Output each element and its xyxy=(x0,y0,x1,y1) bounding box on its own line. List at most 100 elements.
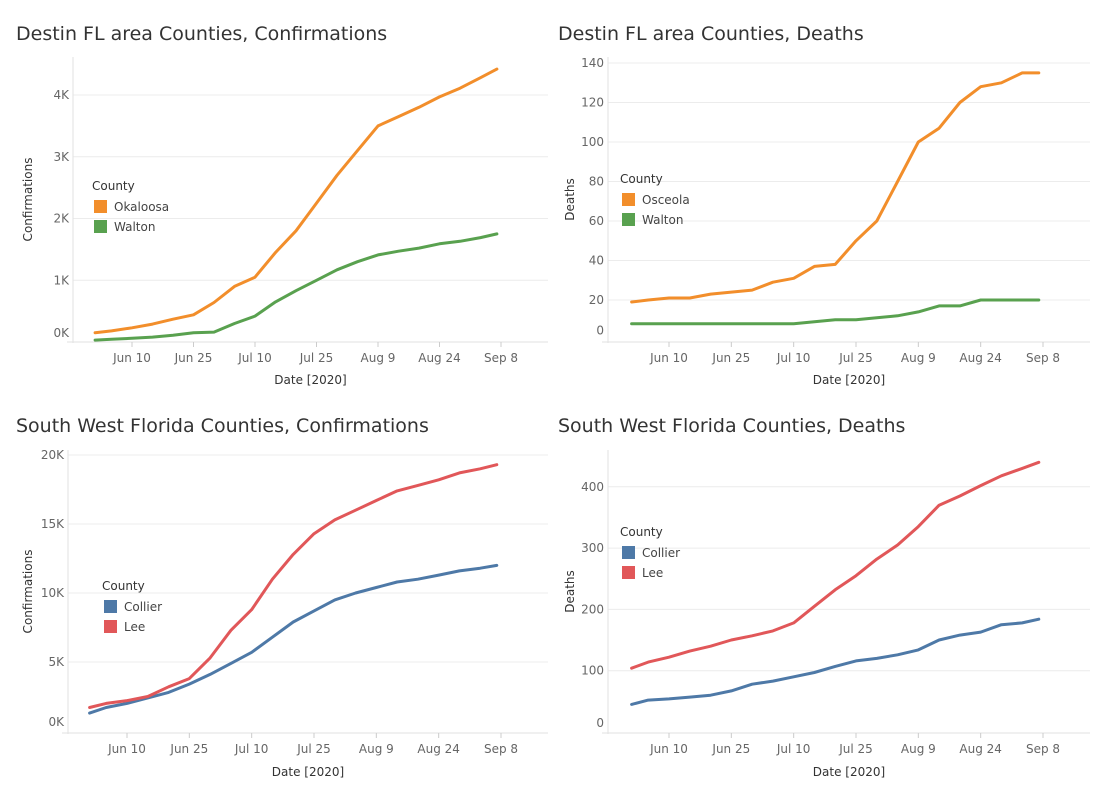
legend-title: County xyxy=(620,172,663,186)
x-tick-label: Jul 25 xyxy=(299,351,334,365)
x-tick-label: Jul 10 xyxy=(237,351,272,365)
x-tick-label: Jun 25 xyxy=(711,742,750,756)
series-line-walton xyxy=(630,298,1041,326)
y-tick-label: 120 xyxy=(581,96,604,110)
x-tick-label: Jun 10 xyxy=(112,351,151,365)
chart-title: South West Florida Counties, Deaths xyxy=(558,415,905,437)
x-tick-label: Sep 8 xyxy=(1026,351,1060,365)
legend-swatch xyxy=(94,220,107,233)
series-line-osceola xyxy=(630,71,1041,304)
x-tick-label: Jun 25 xyxy=(169,742,208,756)
y-tick-label: 60 xyxy=(589,214,604,228)
x-tick-label: Jul 10 xyxy=(776,351,811,365)
y-tick-label: 0 xyxy=(596,716,604,730)
x-tick-label: Aug 9 xyxy=(901,351,936,365)
y-tick-label: 140 xyxy=(581,56,604,70)
legend: County Osceola Walton xyxy=(620,172,690,227)
y-tick-label: 400 xyxy=(581,480,604,494)
y-tick-label: 10K xyxy=(41,586,65,600)
x-tick-label: Jul 25 xyxy=(296,742,331,756)
x-tick-label: Jul 10 xyxy=(234,742,269,756)
x-tick-label: Aug 24 xyxy=(959,742,1002,756)
y-axis-title: Confirmations xyxy=(21,550,35,634)
legend-item: Lee xyxy=(124,620,145,634)
series-line-walton xyxy=(93,232,499,342)
x-tick-label: Sep 8 xyxy=(1026,742,1060,756)
series-line-okaloosa xyxy=(93,67,499,335)
legend-swatch xyxy=(94,200,107,213)
x-tick-label: Aug 9 xyxy=(901,742,936,756)
x-tick-label: Jun 10 xyxy=(107,742,146,756)
chart-panel: South West Florida Counties, Deaths 0 100 2… xyxy=(558,415,1090,779)
legend-title: County xyxy=(92,179,135,193)
chart-title: South West Florida Counties, Confirmatio… xyxy=(16,415,429,437)
x-tick-label: Jun 10 xyxy=(649,351,688,365)
series-line-lee xyxy=(630,460,1041,670)
x-tick-label: Sep 8 xyxy=(484,742,518,756)
y-axis-title: Confirmations xyxy=(21,158,35,242)
y-tick-label: 40 xyxy=(589,254,604,268)
y-tick-label: 20 xyxy=(589,293,604,307)
x-axis-title: Date [2020] xyxy=(272,765,344,779)
legend: County Okaloosa Walton xyxy=(92,179,169,234)
x-tick-label: Sep 8 xyxy=(484,351,518,365)
y-axis-title: Deaths xyxy=(563,178,577,221)
x-tick-label: Jun 10 xyxy=(649,742,688,756)
x-tick-label: Aug 24 xyxy=(418,351,461,365)
y-tick-label: 200 xyxy=(581,602,604,616)
y-tick-label: 0K xyxy=(53,326,70,340)
x-tick-label: Aug 24 xyxy=(417,742,460,756)
legend-item: Collier xyxy=(642,546,680,560)
y-tick-label: 5K xyxy=(48,655,65,669)
x-tick-label: Jun 25 xyxy=(711,351,750,365)
legend-swatch xyxy=(104,600,117,613)
y-tick-label: 3K xyxy=(53,150,70,164)
y-tick-label: 1K xyxy=(53,273,70,287)
legend-item: Lee xyxy=(642,566,663,580)
y-tick-label: 20K xyxy=(41,448,65,462)
series-line-collier xyxy=(630,617,1041,706)
legend-title: County xyxy=(620,525,663,539)
x-tick-label: Jul 10 xyxy=(776,742,811,756)
legend-swatch xyxy=(622,546,635,559)
legend-item: Osceola xyxy=(642,193,690,207)
legend-swatch xyxy=(104,620,117,633)
x-tick-label: Aug 24 xyxy=(959,351,1002,365)
x-tick-label: Aug 9 xyxy=(359,742,394,756)
y-axis-title: Deaths xyxy=(563,570,577,613)
chart-panel: Destin FL area Counties, Confirmations 0K… xyxy=(16,23,548,387)
y-tick-label: 0 xyxy=(596,324,604,338)
y-tick-label: 80 xyxy=(589,175,604,189)
legend-swatch xyxy=(622,193,635,206)
y-tick-label: 100 xyxy=(581,664,604,678)
y-tick-label: 0K xyxy=(48,715,65,729)
legend-item: Okaloosa xyxy=(114,200,169,214)
x-tick-label: Jul 25 xyxy=(838,351,873,365)
x-axis-title: Date [2020] xyxy=(813,373,885,387)
chart-panel: Destin FL area Counties, Deaths 0 20 40 60 80… xyxy=(558,23,1090,387)
x-axis-title: Date [2020] xyxy=(274,373,346,387)
legend-swatch xyxy=(622,213,635,226)
x-tick-label: Jun 25 xyxy=(174,351,213,365)
y-tick-label: 300 xyxy=(581,541,604,555)
y-tick-label: 100 xyxy=(581,135,604,149)
legend-title: County xyxy=(102,579,145,593)
x-tick-label: Aug 9 xyxy=(361,351,396,365)
legend: County Collier Lee xyxy=(620,525,680,580)
chart-title: Destin FL area Counties, Confirmations xyxy=(16,23,387,45)
x-tick-label: Jul 25 xyxy=(838,742,873,756)
series-line-collier xyxy=(88,563,499,715)
legend-item: Collier xyxy=(124,600,162,614)
legend-item: Walton xyxy=(642,213,683,227)
y-tick-label: 4K xyxy=(53,88,70,102)
chart-panel: South West Florida Counties, Confirmatio… xyxy=(16,415,548,779)
y-tick-label: 2K xyxy=(53,212,70,226)
x-axis-title: Date [2020] xyxy=(813,765,885,779)
legend-item: Walton xyxy=(114,220,155,234)
legend-swatch xyxy=(622,566,635,579)
chart-title: Destin FL area Counties, Deaths xyxy=(558,23,864,45)
y-tick-label: 15K xyxy=(41,517,65,531)
legend: County Collier Lee xyxy=(102,579,162,634)
series-line-lee xyxy=(88,463,499,709)
